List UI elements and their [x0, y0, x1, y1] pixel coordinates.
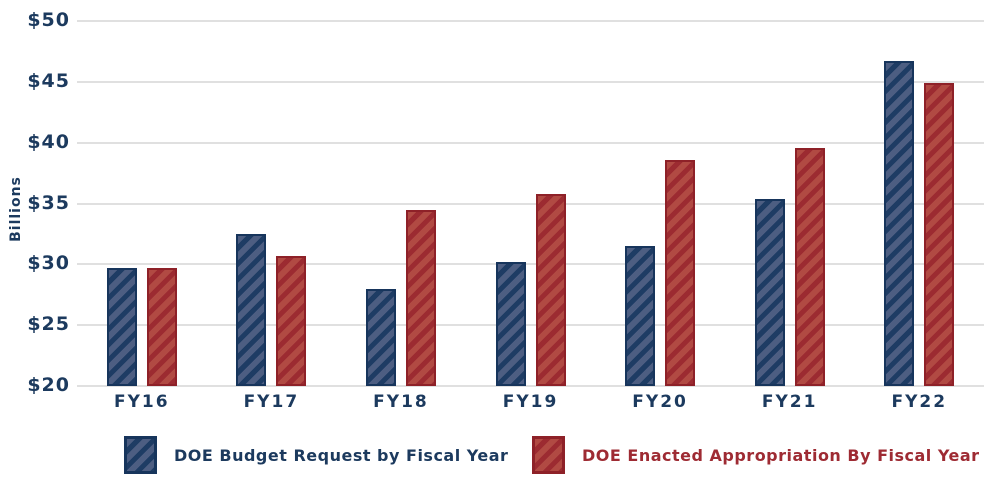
bar-budget-request-fy19 — [495, 261, 526, 386]
bar-group-fy16 — [77, 21, 207, 386]
gridline-30 — [77, 263, 984, 266]
y-tick-label-20: $20 — [27, 373, 70, 396]
gridline-35 — [77, 202, 984, 205]
legend-item-enacted-appropriation: DOE Enacted Appropriation By Fiscal Year — [532, 436, 980, 474]
y-tick-label-25: $25 — [27, 313, 70, 336]
y-tick-label-35: $35 — [27, 191, 70, 214]
x-tick-label-fy19: FY19 — [502, 392, 559, 412]
y-tick-label-30: $30 — [27, 252, 70, 275]
bar-group-fy20 — [595, 21, 725, 386]
x-tick-label-fy21: FY21 — [761, 392, 818, 412]
plot-area — [77, 20, 984, 387]
x-tick-label-fy18: FY18 — [373, 392, 429, 412]
bar-budget-request-fy21 — [754, 198, 785, 386]
x-tick-label-fy22: FY22 — [891, 392, 948, 412]
bar-budget-request-fy20 — [625, 246, 656, 386]
bar-budget-request-fy17 — [236, 233, 267, 386]
bar-enacted-appropriation-fy17 — [276, 255, 307, 386]
y-tick-label-40: $40 — [27, 130, 70, 153]
gridline-40 — [77, 141, 984, 144]
bar-group-fy18 — [336, 21, 466, 386]
x-axis-tick-labels: FY16 FY17 FY18 FY19 FY20 FY21 FY22 — [77, 392, 984, 412]
bar-groups — [77, 21, 984, 386]
legend-swatch-blue-hatch — [124, 436, 157, 474]
bar-enacted-appropriation-fy18 — [405, 209, 436, 386]
x-tick-label-fy16: FY16 — [113, 392, 170, 412]
y-axis-tick-labels: $50 $45 $40 $35 $30 $25 $20 — [0, 9, 70, 396]
gridline-45 — [77, 80, 984, 83]
gridline-20 — [77, 385, 984, 387]
bar-group-fy21 — [725, 21, 855, 386]
bar-group-fy17 — [207, 21, 337, 386]
gridline-50 — [77, 20, 984, 22]
legend-item-budget-request: DOE Budget Request by Fiscal Year — [124, 436, 508, 474]
bar-budget-request-fy16 — [106, 267, 137, 386]
bar-group-fy19 — [466, 21, 596, 386]
y-tick-label-50: $50 — [27, 8, 70, 31]
bar-enacted-appropriation-fy19 — [535, 193, 566, 386]
bar-budget-request-fy18 — [365, 288, 396, 386]
bar-enacted-appropriation-fy16 — [146, 267, 177, 386]
legend-label-budget-request: DOE Budget Request by Fiscal Year — [174, 445, 509, 465]
bar-enacted-appropriation-fy21 — [794, 147, 825, 386]
bar-group-fy22 — [854, 21, 984, 386]
legend-swatch-red-hatch — [532, 436, 565, 474]
bar-budget-request-fy22 — [884, 61, 915, 386]
gridline-25 — [77, 324, 984, 327]
x-tick-label-fy20: FY20 — [632, 392, 688, 412]
y-tick-label-45: $45 — [27, 69, 70, 92]
bar-enacted-appropriation-fy20 — [665, 159, 696, 386]
bar-enacted-appropriation-fy22 — [924, 83, 955, 386]
legend-label-enacted-appropriation: DOE Enacted Appropriation By Fiscal Year — [582, 445, 980, 465]
x-tick-label-fy17: FY17 — [243, 392, 300, 412]
